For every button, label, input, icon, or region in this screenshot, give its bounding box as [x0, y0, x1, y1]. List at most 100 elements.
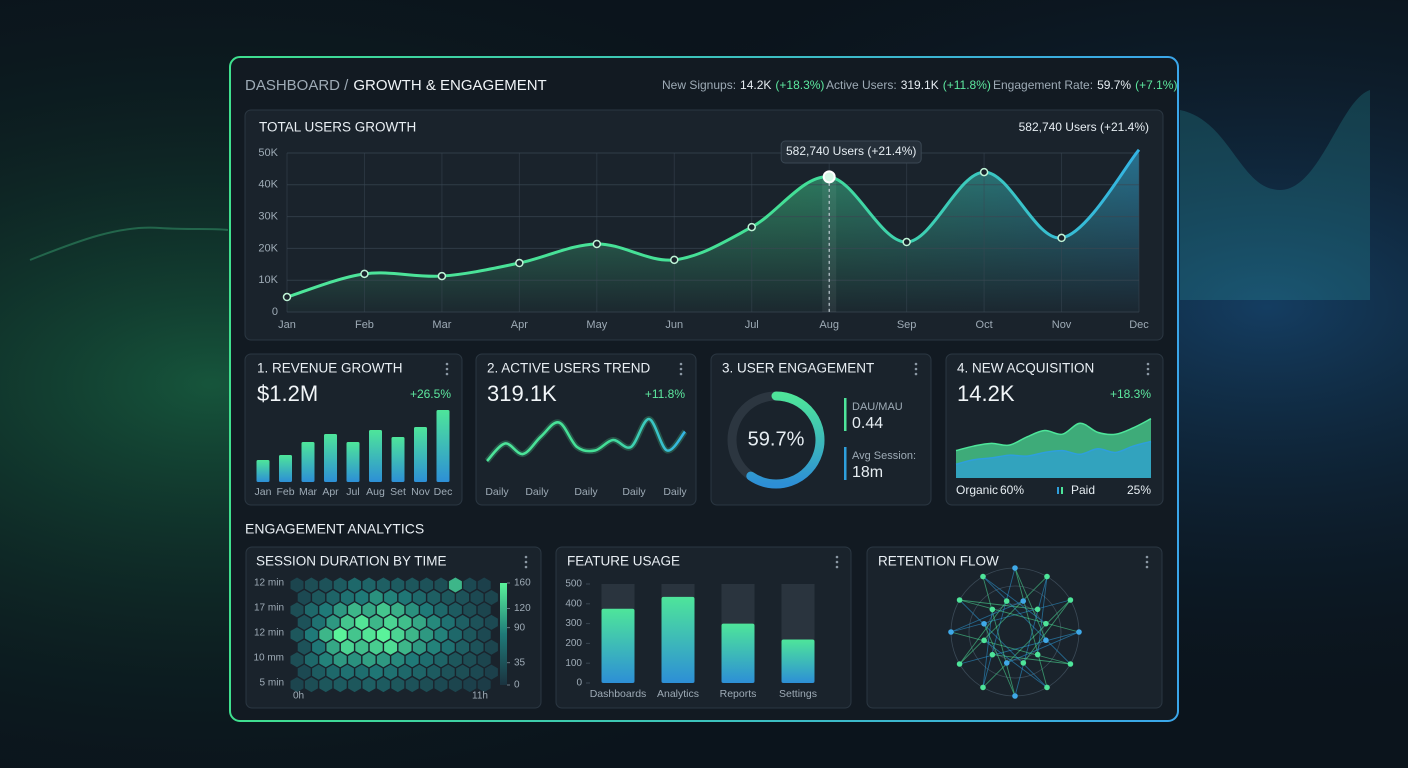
hex-cell — [463, 577, 477, 593]
area — [956, 441, 1151, 478]
hex-cell — [463, 652, 477, 668]
hex-cell — [441, 639, 455, 655]
point — [437, 271, 447, 281]
node — [980, 684, 986, 691]
hex-cell — [484, 639, 498, 655]
y-tick-label: 17 min — [254, 603, 284, 614]
menu-icon[interactable] — [1145, 555, 1149, 569]
hex-cell — [304, 602, 318, 618]
y-tick-label: 0 — [576, 678, 582, 689]
x-tick-label: Aug — [366, 486, 385, 498]
hex-cell — [376, 577, 390, 593]
menu-icon[interactable] — [679, 362, 683, 376]
x-tick-label: May — [586, 319, 607, 331]
breadcrumb: DASHBOARD / GROWTH & ENGAGEMENT — [245, 77, 547, 94]
breadcrumb-root[interactable]: DASHBOARD / — [245, 77, 349, 94]
kpi: 319.1K — [487, 381, 557, 406]
stat-bar — [844, 398, 847, 431]
hex-cell — [304, 577, 318, 593]
hex-cell — [333, 627, 347, 643]
hex-cell — [448, 627, 462, 643]
node — [1043, 620, 1049, 627]
hex-cell — [326, 614, 340, 630]
x-tick-label: Sep — [897, 319, 917, 331]
x-tick-label: Reports — [720, 688, 757, 700]
hex-cell — [463, 627, 477, 643]
hex-cell — [384, 614, 398, 630]
hex-cell — [448, 602, 462, 618]
menu-icon[interactable] — [445, 362, 449, 376]
menu-icon[interactable] — [914, 362, 918, 376]
hex-cell — [340, 664, 354, 680]
hex-cell — [348, 652, 362, 668]
colorbar-label: 0 — [514, 680, 520, 691]
y-tick-label: 40K — [258, 179, 278, 191]
card — [475, 353, 697, 506]
hex-cell — [348, 677, 362, 693]
node — [981, 637, 987, 644]
hex-cell — [434, 627, 448, 643]
hex-cell — [362, 627, 376, 643]
background-decoration — [1180, 90, 1370, 300]
hex-cell — [304, 627, 318, 643]
node — [1043, 637, 1049, 644]
hex-cell — [326, 639, 340, 655]
node — [989, 606, 996, 613]
y-tick-label: 10K — [258, 274, 278, 286]
hex-cell — [290, 652, 304, 668]
hex-cell — [312, 614, 326, 630]
x-tick-label: Feb — [355, 319, 374, 331]
hex-cell — [340, 639, 354, 655]
x-tick-label: Mar — [432, 319, 451, 331]
hex-cell — [348, 627, 362, 643]
x-tick-label: Apr — [322, 486, 339, 498]
node — [981, 620, 987, 627]
x-tick-label: Aug — [819, 319, 839, 331]
hex-cell — [434, 652, 448, 668]
y-tick-label: 10 mm — [253, 653, 284, 664]
stat-value: 59.7% — [1097, 78, 1131, 92]
menu-icon[interactable] — [1146, 362, 1150, 376]
menu-icon[interactable] — [524, 555, 528, 569]
stat-change: (+18.3%) — [775, 78, 824, 92]
bar — [324, 434, 337, 482]
hex-cell — [412, 664, 426, 680]
bar — [781, 639, 815, 683]
link — [982, 576, 1016, 697]
menu-icon[interactable] — [835, 555, 839, 569]
hex-cell — [412, 589, 426, 605]
stat-change: (+7.1%) — [1135, 78, 1177, 92]
colorbar-label: 90 — [514, 622, 526, 633]
hex-cell — [333, 677, 347, 693]
hex-cell — [477, 677, 491, 693]
hex-cell — [456, 639, 470, 655]
x-tick-label: Nov — [411, 486, 430, 498]
bar — [414, 427, 427, 482]
donut-arc — [746, 391, 825, 489]
hex-cell — [398, 664, 412, 680]
hex-cell — [384, 664, 398, 680]
hex-cell — [420, 627, 434, 643]
stat-value: 319.1K — [901, 78, 939, 92]
hex-cell — [412, 639, 426, 655]
bar — [369, 430, 382, 482]
node — [1067, 661, 1074, 667]
hex-cell — [340, 614, 354, 630]
hex-cell — [420, 652, 434, 668]
x-tick-label: Jul — [346, 486, 359, 498]
stat-change: (+11.8%) — [943, 78, 991, 92]
hex-cell — [304, 652, 318, 668]
hex-cell — [297, 664, 311, 680]
hex-cell — [326, 664, 340, 680]
node — [1020, 598, 1027, 604]
hex-cell — [448, 577, 462, 593]
link — [959, 576, 1048, 665]
hex-cell — [412, 614, 426, 630]
y-tick-label: 30K — [258, 211, 278, 223]
legend-label: Organic — [956, 483, 998, 497]
link — [982, 576, 1071, 665]
hex-cell — [319, 677, 333, 693]
x-tick-label: Oct — [976, 319, 993, 331]
link — [959, 599, 1048, 688]
point — [515, 258, 524, 268]
